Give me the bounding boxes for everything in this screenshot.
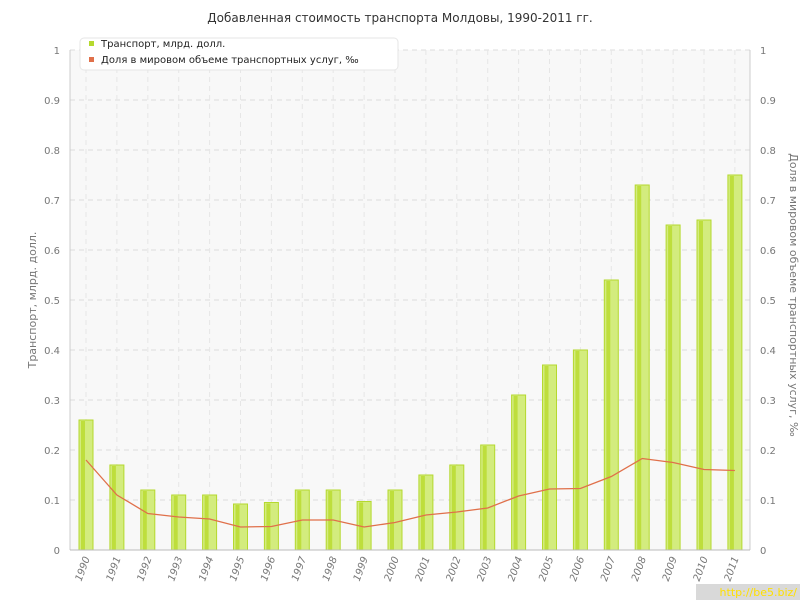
bar-highlight-2000 [390, 491, 394, 550]
bar-highlight-2007 [606, 281, 611, 550]
x-tick-label-1990: 1990 [74, 555, 93, 583]
bar-highlight-2008 [637, 186, 642, 550]
y-tick-label-right: 0.6 [760, 246, 776, 257]
bar-highlight-1995 [235, 505, 240, 550]
chart-title: Добавленная стоимость транспорта Молдовы… [207, 11, 592, 25]
y-tick-label-right: 0.7 [760, 196, 776, 207]
y-tick-label-left: 0.3 [44, 396, 60, 407]
legend-label-line: Доля в мировом объеме транспортных услуг… [101, 55, 359, 66]
x-tick-label-2001: 2001 [414, 555, 433, 583]
x-tick-label-2006: 2006 [568, 555, 587, 583]
line-series [85, 457, 735, 528]
y-axis-label-left: Транспорт, млрд. долл. [26, 232, 39, 370]
bar-highlight-2003 [482, 446, 487, 550]
y-tick-label-left: 0.8 [44, 146, 60, 157]
x-tick-label-2011: 2011 [723, 555, 742, 583]
y-tick-label-right: 0.9 [760, 96, 776, 107]
x-tick-label-2004: 2004 [506, 555, 525, 583]
bar-highlight-1990 [81, 421, 85, 550]
legend-swatch-line [89, 57, 94, 62]
bar-highlight-2010 [699, 221, 703, 550]
y-tick-label-right: 0.5 [760, 296, 776, 307]
x-tick-label-2003: 2003 [475, 555, 494, 583]
y-tick-label-left: 0.4 [44, 346, 60, 357]
x-tick-label-1997: 1997 [290, 555, 309, 583]
bar-highlight-2002 [451, 466, 456, 550]
x-tick-label-2009: 2009 [661, 555, 680, 583]
x-tick-label-1994: 1994 [197, 555, 216, 583]
y-tick-label-left: 0.1 [44, 496, 60, 507]
y-tick-label-right: 0.4 [760, 346, 776, 357]
x-tick-label-1995: 1995 [228, 555, 247, 583]
y-tick-label-left: 1 [54, 46, 60, 57]
bar-highlight-1991 [111, 466, 116, 550]
y-tick-label-left: 0.9 [44, 96, 60, 107]
y-tick-label-left: 0.6 [44, 246, 60, 257]
bar-highlight-1994 [204, 496, 209, 550]
watermark-background [696, 584, 800, 600]
bar-highlight-2004 [513, 396, 518, 550]
x-tick-label-1999: 1999 [352, 555, 371, 583]
y-tick-label-right: 0.3 [760, 396, 776, 407]
bar-highlight-1993 [173, 496, 178, 550]
legend-label-bar: Транспорт, млрд. долл. [100, 39, 225, 50]
x-tick-label-1996: 1996 [259, 555, 278, 583]
bar-highlight-2005 [544, 366, 549, 550]
legend: Транспорт, млрд. долл. Доля в мировом об… [79, 37, 399, 71]
y-tick-label-left: 0 [54, 546, 60, 557]
y-axis-label-right: Доля в мировом объеме транспортных услуг… [787, 153, 800, 437]
x-tick-label-2010: 2010 [692, 555, 711, 583]
bar-highlight-2011 [729, 176, 734, 550]
y-tick-label-left: 0.5 [44, 296, 60, 307]
legend-box [79, 37, 399, 71]
x-tick-label-2005: 2005 [537, 555, 556, 583]
y-tick-label-right: 1 [760, 46, 766, 57]
watermark: http://be5.biz/ [720, 586, 798, 599]
bar-highlight-1992 [142, 491, 147, 550]
y-tick-label-left: 0.7 [44, 196, 60, 207]
y-tick-label-left: 0.2 [44, 446, 60, 457]
bar-highlight-2009 [668, 226, 673, 550]
x-tick-label-1992: 1992 [136, 555, 155, 583]
x-tick-label-2008: 2008 [630, 555, 649, 583]
line-share-world-transport [85, 457, 735, 528]
x-tick-label-2002: 2002 [445, 555, 464, 583]
bar-highlight-2001 [420, 476, 425, 550]
y-tick-label-right: 0.8 [760, 146, 776, 157]
y-tick-label-right: 0.1 [760, 496, 776, 507]
x-tick-label-2000: 2000 [383, 555, 402, 583]
y-tick-label-right: 0.2 [760, 446, 776, 457]
bar-highlight-2006 [575, 351, 580, 550]
x-tick-label-2007: 2007 [599, 555, 618, 583]
x-tick-label-1998: 1998 [321, 555, 340, 583]
x-tick-label-1993: 1993 [166, 555, 185, 583]
legend-swatch-bar [89, 41, 94, 46]
x-tick-label-1991: 1991 [105, 555, 124, 583]
y-tick-label-right: 0 [760, 546, 766, 557]
